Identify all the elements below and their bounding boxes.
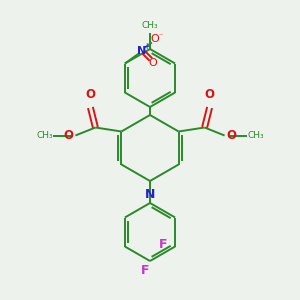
- Text: CH₃: CH₃: [36, 131, 53, 140]
- Text: F: F: [141, 263, 149, 277]
- Text: F: F: [159, 238, 167, 251]
- Text: N: N: [137, 46, 146, 56]
- Text: O: O: [148, 58, 157, 68]
- Text: O: O: [226, 129, 237, 142]
- Text: N: N: [145, 188, 155, 201]
- Text: +: +: [144, 42, 150, 51]
- Text: O: O: [205, 88, 214, 100]
- Text: ⁻: ⁻: [159, 31, 163, 40]
- Text: O: O: [63, 129, 74, 142]
- Text: O: O: [151, 34, 159, 44]
- Text: CH₃: CH₃: [247, 131, 264, 140]
- Text: CH₃: CH₃: [142, 21, 158, 30]
- Text: O: O: [85, 88, 95, 100]
